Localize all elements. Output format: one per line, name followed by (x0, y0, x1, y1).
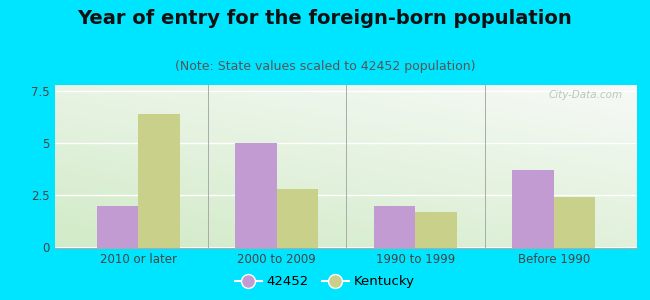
Text: Year of entry for the foreign-born population: Year of entry for the foreign-born popul… (77, 9, 573, 28)
Bar (97, 206, 138, 247)
Legend: 42452, Kentucky: 42452, Kentucky (230, 270, 420, 293)
Bar (277, 189, 318, 248)
Bar (138, 114, 180, 248)
Bar (554, 197, 595, 248)
Bar (235, 143, 277, 248)
Bar (512, 170, 554, 248)
Bar (374, 206, 415, 247)
Bar (415, 212, 457, 248)
Text: City-Data.com: City-Data.com (549, 90, 623, 100)
Text: (Note: State values scaled to 42452 population): (Note: State values scaled to 42452 popu… (175, 60, 475, 73)
